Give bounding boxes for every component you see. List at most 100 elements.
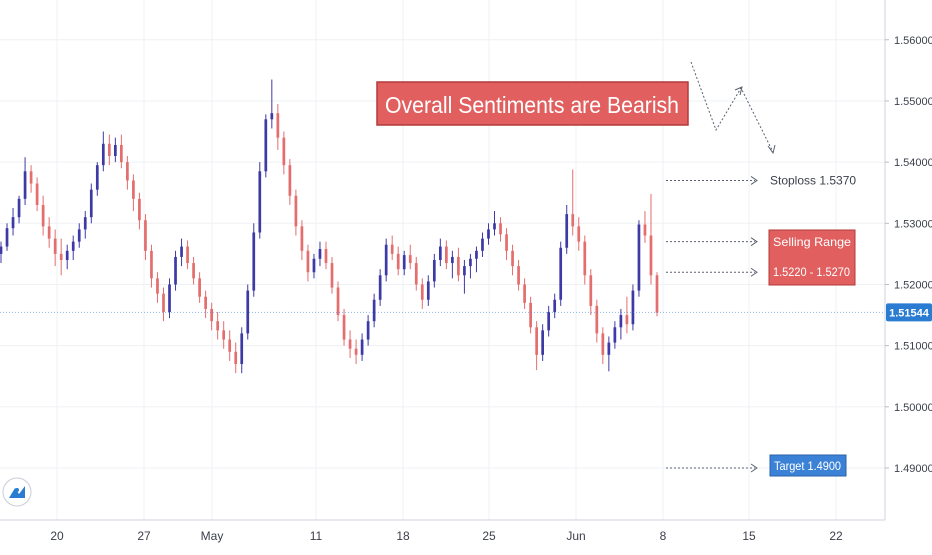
selling-range-values: 1.5220 - 1.5270 [773,265,850,279]
candle-body [162,293,165,312]
candle-body [324,248,328,264]
candle-body [655,275,659,313]
y-tick-label: 1.50000 [894,402,932,414]
candle-body [252,232,256,291]
candle-body [210,308,213,322]
candle-body [348,339,352,349]
headline-text: Overall Sentiments are Bearish [385,92,679,118]
candle-body [481,238,484,251]
candle-body [601,333,605,355]
candle-body [41,204,45,227]
candle-body [192,263,195,279]
x-tick-label: 18 [396,529,410,543]
y-tick-label: 1.55000 [894,96,932,108]
candle-body [445,246,448,264]
candle-body [366,321,370,340]
candle-body [607,342,611,355]
candle-body [216,321,220,331]
candle-body [222,330,226,340]
candle-body [11,217,15,229]
headline-box [376,81,689,126]
candle-body [493,223,496,230]
candle-body [306,250,310,273]
candle-body [384,244,388,276]
candle-body [0,246,3,254]
candle-body [378,275,382,300]
target-annotation: Target 1.4900 [666,454,847,477]
y-tick-label: 1.54000 [894,157,932,169]
candle-body [523,284,526,303]
candle-body [487,229,490,239]
candle-body [475,250,478,259]
x-tick-label: Jun [566,529,585,543]
candle-body [264,119,268,172]
candle-body [390,244,394,254]
candle-body [65,250,69,260]
candle-body [541,330,545,355]
x-tick-label: 20 [50,529,64,543]
x-tick-label: 11 [310,529,323,543]
x-tick-label: 8 [660,529,667,543]
x-tick-label: 15 [742,529,756,543]
candle-body [637,224,641,291]
candle-body [571,214,575,227]
selling-range-title: Selling Range [773,235,851,249]
candle-body [499,223,502,235]
candle-body [613,327,617,343]
candle-body [312,258,316,273]
candle-body [595,305,599,334]
candle-body [318,248,322,259]
candle-body [463,266,466,276]
y-tick-label: 1.51000 [894,341,932,353]
candle-body [113,144,117,156]
candle-body [120,144,123,163]
candle-body [559,247,563,300]
candle-body [294,195,298,227]
candle-body [300,226,304,251]
candle-body [101,143,105,166]
candle-body [565,214,569,248]
stoploss-annotation: Stoploss 1.5370 [666,173,856,187]
candle-body [144,220,147,251]
candle-body [47,226,51,239]
candle-body [168,284,171,312]
candle-body [228,339,232,352]
projection-zigzag [690,61,774,153]
candle-body [156,278,159,294]
candle-body [414,263,418,285]
candle-body [186,246,189,264]
selling-range-box [768,229,856,286]
candle-body [372,299,376,322]
candle-body [288,165,292,196]
candle-body [589,275,593,306]
candle-body [354,348,358,355]
candle-body [505,234,508,251]
candle-body [553,299,557,312]
candle-body [547,312,551,331]
tradingview-logo-icon[interactable] [2,477,32,507]
candle-body [529,302,532,328]
candle-body [402,255,406,270]
candle-body [258,171,262,233]
candle-body [150,250,153,279]
candle-body [469,258,472,267]
candle-body [174,256,177,285]
last-price-label[interactable] [886,303,932,322]
x-tick-label: May [201,529,224,543]
candle-body [180,246,183,257]
target-label: Target 1.4900 [774,459,841,473]
candle-body [35,183,39,205]
candle-body [198,278,201,297]
candle-body [631,290,635,325]
time-axis[interactable]: 20 27 May 11 18 25 Jun 8 15 22 [50,529,843,543]
candle-body [511,250,514,267]
candle-body [282,137,286,166]
candle-body [432,260,436,282]
candle-body [342,315,346,340]
candle-body [276,113,280,138]
candle-body [625,315,629,325]
price-axis[interactable]: 1.56000 1.55000 1.54000 1.53000 1.52000 1.510… [885,35,932,475]
x-tick-label: 22 [829,529,843,543]
